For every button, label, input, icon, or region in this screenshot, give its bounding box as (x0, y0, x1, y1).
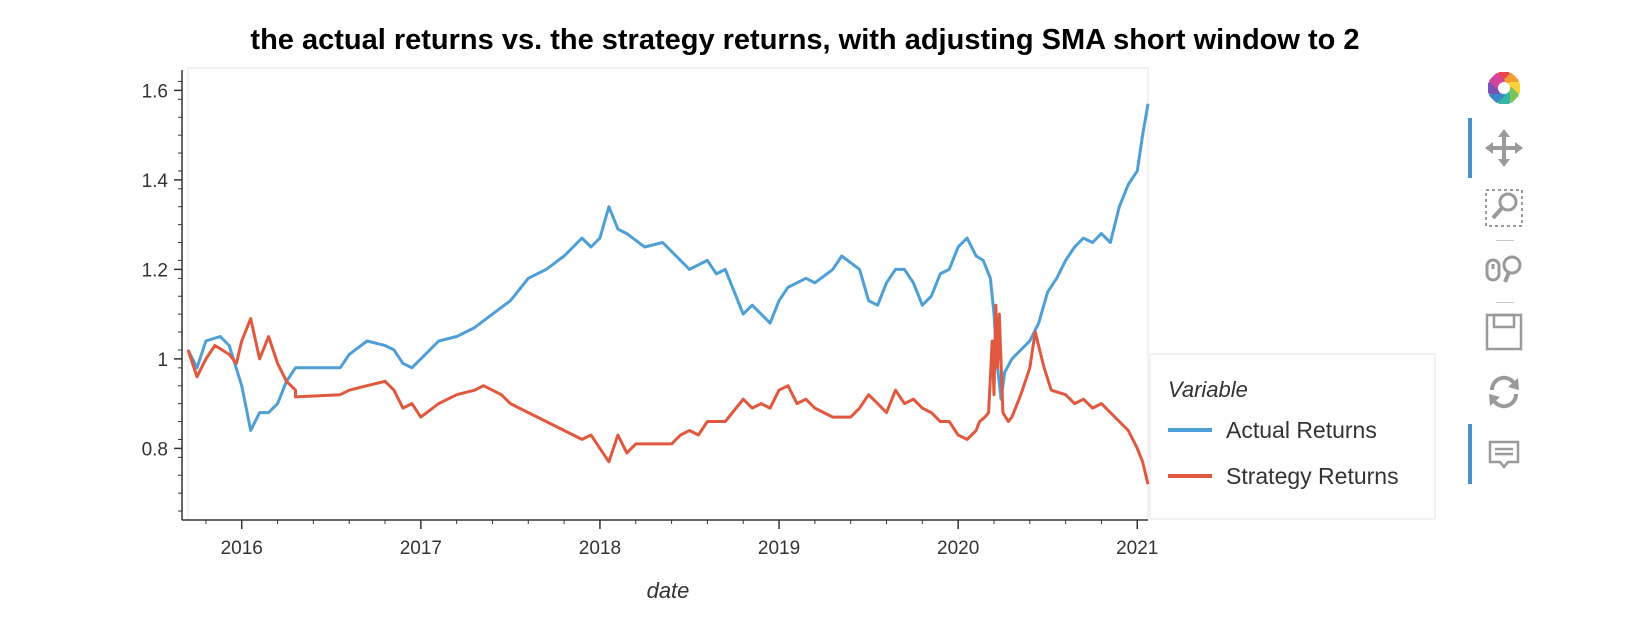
legend-label: Actual Returns (1226, 417, 1377, 443)
x-tick-label: 2017 (400, 538, 442, 559)
toolbar-separator (1496, 302, 1514, 303)
x-tick-label: 2020 (937, 538, 979, 559)
chart-title: the actual returns vs. the strategy retu… (250, 24, 1359, 56)
wheel-zoom-tool-icon[interactable] (1480, 246, 1528, 294)
y-tick-label: 1.4 (142, 171, 169, 192)
legend-box (1149, 353, 1436, 520)
x-tick-label: 2016 (221, 538, 263, 559)
legend: Variable Actual Returns Strategy Returns (1149, 353, 1436, 520)
toolbar-separator (1496, 240, 1514, 241)
legend-label: Strategy Returns (1226, 463, 1399, 489)
y-tick-label: 1 (157, 350, 168, 371)
x-tick-label: 2021 (1116, 538, 1158, 559)
x-tick-label: 2019 (758, 538, 800, 559)
series-line-strategy-returns (186, 303, 1150, 485)
y-tick-label: 1.6 (142, 81, 168, 102)
y-tick-label: 0.8 (142, 439, 168, 460)
axes: 0.8 1 1.2 1.4 1.6 2016 2017 2018 2019 2020 2021 (142, 70, 1158, 559)
hover-tool-icon[interactable] (1480, 430, 1528, 478)
pan-active-indicator (1468, 118, 1472, 178)
legend-title: Variable (1168, 377, 1248, 402)
pan-tool-icon[interactable] (1480, 124, 1528, 172)
x-axis-title: date (647, 578, 690, 603)
series-line-actual-returns (186, 103, 1150, 432)
plot-area[interactable] (187, 67, 1149, 521)
series-layer (186, 103, 1150, 485)
save-tool-icon[interactable] (1480, 308, 1528, 356)
reset-tool-icon[interactable] (1480, 368, 1528, 416)
hover-active-indicator (1468, 424, 1472, 484)
bokeh-logo-icon[interactable] (1480, 64, 1528, 112)
x-tick-label: 2018 (579, 538, 621, 559)
box-zoom-tool-icon[interactable] (1480, 184, 1528, 232)
y-tick-label: 1.2 (142, 260, 168, 281)
